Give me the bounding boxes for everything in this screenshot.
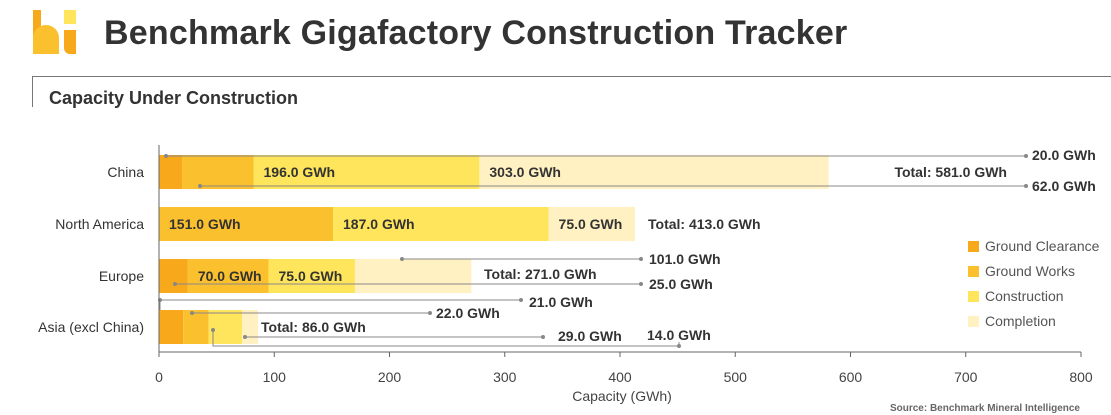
page-title: Benchmark Gigafactory Construction Track… [104, 14, 848, 52]
bar-segment [183, 310, 209, 344]
callout-label: 62.0 GWh [1032, 178, 1096, 194]
callout-label: 21.0 GWh [529, 294, 593, 310]
category-label: Europe [99, 268, 144, 284]
legend-label: Ground Clearance [985, 238, 1100, 254]
legend-label: Construction [985, 288, 1064, 304]
callout-label: 20.0 GWh [1032, 147, 1096, 163]
callout-dot [400, 257, 404, 261]
bar-value-label: 70.0 GWh [198, 268, 262, 284]
x-axis-title: Capacity (GWh) [572, 388, 672, 404]
callout-dot [428, 311, 432, 315]
bar-value-label: 75.0 GWh [278, 268, 342, 284]
bar-segment [253, 155, 480, 189]
callout-dot [243, 335, 247, 339]
source-note: Source: Benchmark Mineral Intelligence [889, 403, 1080, 414]
bar-segment [159, 310, 184, 344]
callout-dot [639, 282, 643, 286]
x-tick-label: 500 [724, 369, 748, 385]
legend-swatch [968, 291, 979, 302]
bar-segment [187, 259, 269, 293]
bar-segment [159, 259, 188, 293]
bar-segment [268, 259, 355, 293]
x-tick-label: 0 [155, 369, 163, 385]
bar-segment [182, 155, 254, 189]
callout-dot [211, 328, 215, 332]
x-tick-label: 400 [608, 369, 632, 385]
bar-segment [479, 155, 829, 189]
bar-segment [333, 207, 549, 241]
x-tick-label: 700 [954, 369, 978, 385]
panel-title: Capacity Under Construction [49, 88, 299, 108]
callout-label: 101.0 GWh [649, 251, 721, 267]
bar-value-label: 75.0 GWh [559, 216, 623, 232]
x-tick-label: 300 [493, 369, 517, 385]
bar-value-label: 196.0 GWh [264, 164, 336, 180]
total-label: Total: 413.0 GWh [648, 216, 761, 232]
callout-dot [1024, 184, 1028, 188]
total-label: Total: 581.0 GWh [894, 164, 1007, 180]
callout-dot [173, 282, 177, 286]
total-label: Total: 271.0 GWh [484, 266, 597, 282]
legend-swatch [968, 316, 979, 327]
x-tick-label: 600 [839, 369, 863, 385]
category-label: Asia (excl China) [38, 319, 144, 335]
callout-label: 29.0 GWh [558, 328, 622, 344]
bar-segment [159, 207, 334, 241]
category-label: China [107, 164, 144, 180]
bar-segment [159, 155, 183, 189]
x-tick-label: 100 [263, 369, 287, 385]
callout-dot [541, 335, 545, 339]
panel-frame [32, 76, 1111, 107]
legend-swatch [968, 241, 979, 252]
callout-label: 25.0 GWh [649, 276, 713, 292]
x-tick-label: 800 [1069, 369, 1093, 385]
bar-value-label: 187.0 GWh [343, 216, 415, 232]
total-label: Total: 86.0 GWh [261, 319, 366, 335]
bar-segment [208, 310, 242, 344]
legend-label: Completion [985, 313, 1056, 329]
x-tick-label: 200 [378, 369, 402, 385]
callout-dot [164, 154, 168, 158]
category-label: North America [55, 216, 144, 232]
bar-segment [354, 259, 472, 293]
callout-dot [677, 344, 681, 348]
bar-value-label: 151.0 GWh [169, 216, 241, 232]
bar-segment [548, 207, 635, 241]
callout-dot [519, 298, 523, 302]
callout-label: 22.0 GWh [436, 305, 500, 321]
callout-dot [190, 311, 194, 315]
legend-label: Ground Works [985, 263, 1075, 279]
legend-swatch [968, 266, 979, 277]
callout-dot [198, 184, 202, 188]
callout-dot [639, 257, 643, 261]
callout-label: 14.0 GWh [647, 327, 711, 343]
callout-dot [1024, 154, 1028, 158]
bar-value-label: 303.0 GWh [489, 164, 561, 180]
benchmark-logo-icon [33, 10, 76, 54]
